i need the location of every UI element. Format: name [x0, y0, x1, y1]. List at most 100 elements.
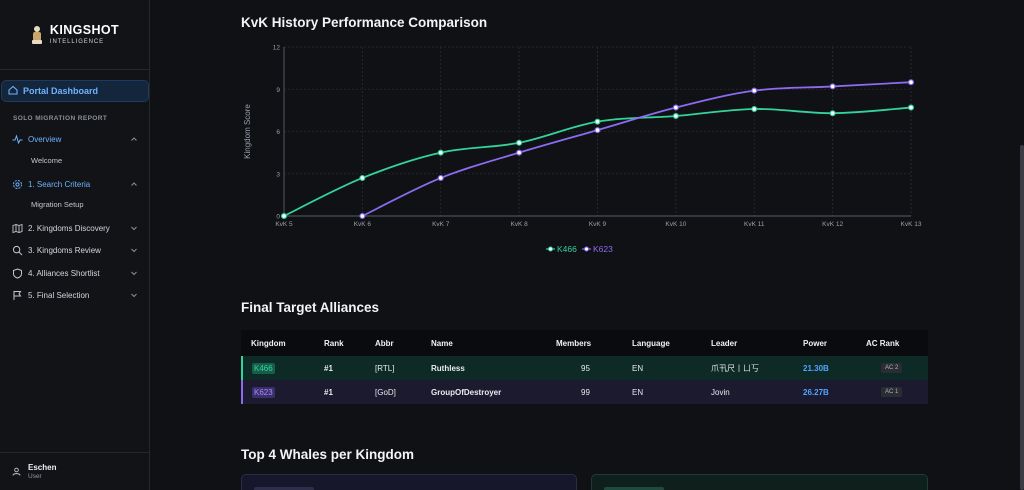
whales-panel-k623 — [591, 474, 928, 490]
page-scrollbar[interactable] — [1020, 145, 1024, 490]
chevron-down-icon[interactable] — [130, 269, 138, 277]
power-cell: 26.27B — [803, 387, 829, 397]
x-tick-label: KvK 12 — [822, 221, 843, 228]
section-label: SOLO MIGRATION REPORT — [13, 115, 108, 122]
shield-icon — [12, 267, 23, 279]
members-cell: 95 — [581, 363, 590, 373]
user-icon — [12, 463, 21, 481]
sidebar-item-alliances-shortlist[interactable]: 4. Alliances Shortlist — [12, 266, 138, 280]
table-row[interactable]: K466 #1 [RTL] Ruthless 95 EN 爪卂尺丨ㄩ丂 21.3… — [241, 356, 928, 380]
x-tick-label: KvK 13 — [901, 221, 922, 228]
sidebar-item-label: 4. Alliances Shortlist — [28, 268, 100, 278]
x-tick-label: KvK 9 — [589, 221, 607, 228]
header-rank[interactable]: Rank — [324, 338, 344, 348]
y-tick-label: 9 — [276, 87, 280, 94]
data-point-k623 — [829, 83, 836, 90]
data-point-k623 — [907, 79, 914, 86]
rank-cell: #1 — [324, 363, 333, 373]
sidebar-item-label: 3. Kingdoms Review — [28, 245, 101, 255]
data-point-k623 — [359, 213, 366, 220]
members-cell: 99 — [581, 387, 590, 397]
data-point-k466 — [672, 113, 679, 120]
user-profile[interactable]: Eschen User — [0, 452, 149, 490]
y-tick-label: 3 — [276, 171, 280, 178]
data-point-k623 — [751, 87, 758, 94]
chevron-up-icon[interactable] — [130, 180, 138, 188]
data-point-k466 — [280, 213, 287, 220]
data-point-k623 — [594, 127, 601, 134]
x-tick-label: KvK 11 — [744, 221, 765, 228]
ac-rank-badge: AC 2 — [881, 363, 903, 373]
language-cell: EN — [632, 363, 644, 373]
leader-cell: Jovin — [711, 387, 730, 397]
y-tick-label: 12 — [273, 45, 281, 52]
y-axis-label: Kingdom Score — [243, 104, 252, 159]
chevron-up-icon[interactable] — [130, 135, 138, 143]
user-role: User — [28, 473, 42, 480]
header-power[interactable]: Power — [803, 338, 828, 348]
panel-header-bar — [604, 487, 664, 490]
sidebar-item-kingdoms-discovery[interactable]: 2. Kingdoms Discovery — [12, 221, 138, 235]
data-point-k466 — [594, 118, 601, 125]
x-tick-label: KvK 7 — [432, 221, 450, 228]
sidebar-item-search-criteria[interactable]: 1. Search Criteria — [12, 177, 138, 191]
x-tick-label: KvK 5 — [275, 221, 293, 228]
name-cell: Ruthless — [431, 363, 465, 373]
kingdom-badge: K466 — [252, 362, 275, 374]
sidebar-item-kingdoms-review[interactable]: 3. Kingdoms Review — [12, 243, 138, 257]
header-abbr[interactable]: Abbr — [375, 338, 394, 348]
chevron-down-icon[interactable] — [130, 291, 138, 299]
chart-title: KvK History Performance Comparison — [241, 15, 488, 30]
sidebar: KINGSHOT INTELLIGENCE Portal Dashboard S… — [0, 0, 150, 490]
search-icon — [12, 245, 23, 256]
sidebar-item-overview[interactable]: Overview — [12, 132, 138, 146]
chevron-down-icon[interactable] — [130, 246, 138, 254]
data-point-k466 — [751, 105, 758, 112]
user-name: Eschen — [28, 463, 57, 472]
kvk-history-chart: 0 3 6 9 12 KvK 5 KvK 6 KvK 7 KvK 8 KvK 9 KvK 10 KvK… — [241, 40, 938, 276]
chevron-down-icon[interactable] — [130, 224, 138, 232]
data-point-k466 — [516, 139, 523, 146]
sidebar-item-label: 5. Final Selection — [28, 290, 90, 300]
sidebar-item-label: Overview — [28, 134, 62, 144]
whales-title: Top 4 Whales per Kingdom — [241, 447, 415, 462]
portal-dashboard-button[interactable]: Portal Dashboard — [1, 80, 149, 102]
table-title: Final Target Alliances — [241, 300, 380, 315]
sidebar-subitem-migration-setup[interactable]: Migration Setup — [31, 200, 84, 209]
header-language[interactable]: Language — [632, 338, 670, 348]
sidebar-item-label: 1. Search Criteria — [28, 179, 91, 189]
header-kingdom[interactable]: Kingdom — [251, 338, 286, 348]
data-point-k466 — [907, 104, 914, 111]
whales-panel-k466 — [241, 474, 577, 490]
legend-marker — [548, 246, 553, 252]
x-tick-label: KvK 6 — [354, 221, 372, 228]
name-cell: GroupOfDestroyer — [431, 387, 502, 397]
legend-label-k466: K466 — [557, 244, 577, 254]
data-point-k623 — [672, 104, 679, 111]
brand-subtitle: INTELLIGENCE — [49, 38, 105, 45]
table-row[interactable]: K623 #1 [GoD] GroupOfDestroyer 99 EN Jov… — [241, 380, 928, 404]
table-header: Kingdom Rank Abbr Name Members Language … — [241, 330, 928, 356]
brand-title: KINGSHOT — [49, 23, 120, 38]
x-tick-label: KvK 10 — [665, 221, 686, 228]
sidebar-subitem-welcome[interactable]: Welcome — [31, 156, 63, 165]
portal-dashboard-label: Portal Dashboard — [23, 86, 99, 96]
brand-logo[interactable]: KINGSHOT INTELLIGENCE — [0, 0, 149, 70]
gear-icon — [12, 179, 23, 190]
header-name[interactable]: Name — [431, 338, 453, 348]
header-ac-rank[interactable]: AC Rank — [866, 338, 900, 348]
legend-marker — [584, 246, 589, 252]
data-point-k466 — [437, 149, 444, 156]
sidebar-item-final-selection[interactable]: 5. Final Selection — [12, 288, 138, 302]
activity-icon — [12, 133, 23, 145]
sidebar-item-label: 2. Kingdoms Discovery — [28, 223, 110, 233]
ac-rank-badge: AC 1 — [881, 387, 903, 397]
header-leader[interactable]: Leader — [711, 338, 738, 348]
flag-icon — [12, 290, 23, 301]
header-members[interactable]: Members — [556, 338, 592, 348]
y-tick-label: 0 — [276, 214, 280, 221]
data-point-k466 — [829, 110, 836, 117]
data-point-k466 — [359, 174, 366, 181]
rank-cell: #1 — [324, 387, 333, 397]
data-point-k623 — [437, 174, 444, 181]
